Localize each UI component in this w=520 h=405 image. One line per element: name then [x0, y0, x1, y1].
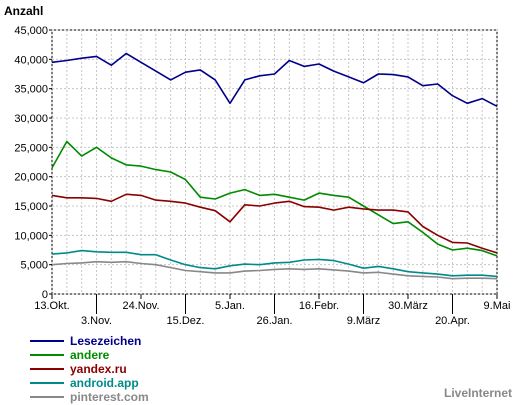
series-line-yandex-ru: [51, 193, 498, 254]
legend-item: pinterest.com: [30, 390, 149, 404]
y-tick-label: 40,000: [14, 54, 48, 66]
y-tick-label: 25,000: [14, 142, 48, 154]
x-tick-label: 26.Jan.: [256, 315, 292, 327]
y-tick-label: 45,000: [14, 25, 48, 37]
y-tick-label: 30,000: [14, 113, 48, 125]
x-tick-label: 3.Nov.: [81, 315, 112, 327]
x-tick-label: 24.Nov.: [122, 300, 159, 312]
legend-swatch: [30, 396, 64, 398]
series-lines: [51, 52, 498, 280]
series-line-andere: [51, 140, 498, 257]
series-line-lesezeichen: [51, 52, 498, 108]
legend-swatch: [30, 368, 64, 370]
legend-label: andere: [70, 348, 110, 362]
legend-label: yandex.ru: [70, 362, 127, 376]
legend-item: Lesezeichen: [30, 334, 149, 348]
grid: [51, 29, 498, 295]
legend: Lesezeichen andere yandex.ru android.app pin…: [30, 334, 149, 404]
x-tick-label: 15.Dez.: [167, 315, 205, 327]
y-tick-label: 20,000: [14, 172, 48, 184]
x-tick-label: 30.März: [388, 300, 428, 312]
y-tick-label: 35,000: [14, 84, 48, 96]
y-axis-label: Anzahl: [4, 4, 43, 18]
x-tick-label: 9.März: [347, 315, 381, 327]
x-tick-label: 5.Jan.: [215, 300, 245, 312]
legend-label: pinterest.com: [70, 390, 149, 404]
y-tick-label: 5,000: [20, 260, 48, 272]
legend-swatch: [30, 382, 64, 384]
legend-label: Lesezeichen: [70, 334, 142, 348]
series-line-pinterest-com: [51, 260, 498, 280]
x-tick-label: 16.Febr.: [299, 300, 339, 312]
series-line-android-app: [51, 249, 498, 278]
axes: 0 5,000 10,000 15,000 20,000 25,000 30,000 35,0…: [14, 25, 510, 327]
legend-label: android.app: [70, 376, 139, 390]
y-tick-label: 15,000: [14, 201, 48, 213]
x-tick-label: 13.Okt.: [34, 300, 69, 312]
x-tick-label: 20.Apr.: [435, 315, 470, 327]
legend-swatch: [30, 340, 64, 342]
y-tick-label: 10,000: [14, 230, 48, 242]
y-tick-label: 0: [42, 289, 48, 301]
legend-swatch: [30, 354, 64, 356]
watermark: LiveInternet: [443, 386, 512, 400]
legend-item: andere: [30, 348, 149, 362]
legend-item: android.app: [30, 376, 149, 390]
legend-item: yandex.ru: [30, 362, 149, 376]
x-tick-label: 9.Mai: [484, 300, 511, 312]
